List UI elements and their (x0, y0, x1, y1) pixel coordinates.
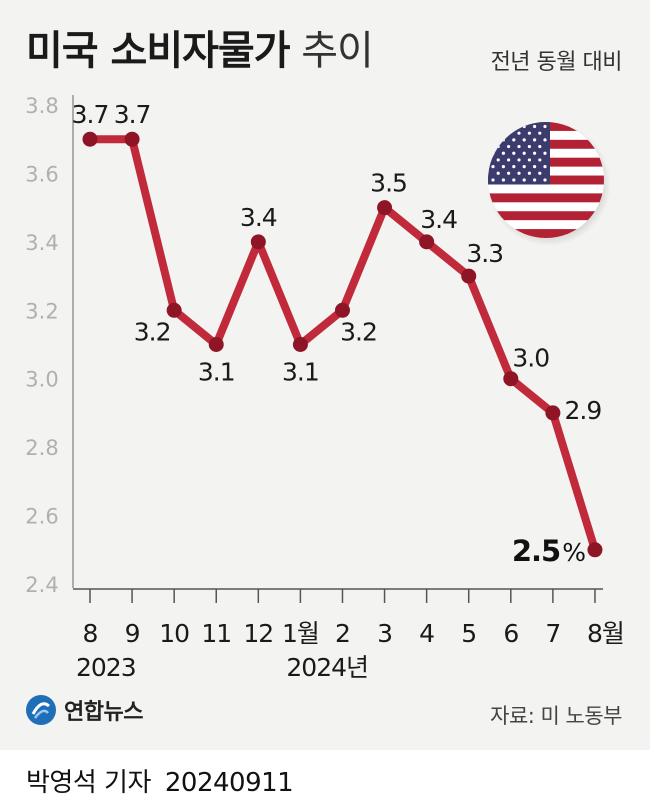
data-label: 3.7 (114, 100, 151, 129)
y-tick-label: 3.4 (25, 231, 58, 255)
data-point (419, 234, 435, 250)
yonhap-logo: 연합뉴스 (24, 693, 143, 727)
data-point (545, 405, 561, 421)
byline: 박영석 기자 20240911 (26, 762, 294, 799)
title-light: 추이 (301, 28, 374, 74)
infographic-card: 미국 소비자물가 추이 전년 동월 대비 3.8 3.6 3.4 3.2 3.0 2.8 2… (0, 0, 650, 750)
data-point (461, 268, 477, 284)
data-label: 3.2 (340, 317, 377, 346)
x-tick-label: 1월 (282, 619, 319, 648)
year-label: 2024년 (286, 653, 368, 682)
highlight-label: 2.5% (512, 534, 585, 568)
data-point (208, 337, 224, 352)
data-label: 3.1 (198, 358, 235, 387)
data-point (377, 200, 393, 216)
yonhap-logo-icon (26, 695, 56, 725)
publish-date: 20240911 (164, 768, 294, 798)
data-label: 3.3 (466, 239, 503, 268)
y-tick-label: 2.4 (25, 573, 58, 597)
year-label: 2023 (76, 653, 136, 682)
chart-title: 미국 소비자물가 추이 (26, 18, 374, 76)
y-tick-label: 3.0 (25, 368, 58, 392)
data-label: 3.2 (134, 317, 171, 346)
title-bold: 미국 소비자물가 (26, 28, 291, 74)
data-point (166, 302, 182, 318)
y-tick-label: 3.6 (25, 162, 58, 186)
x-tick-label: 10 (159, 619, 189, 648)
data-point (503, 371, 519, 387)
y-tick-label: 2.8 (25, 436, 58, 460)
x-tick-label: 6 (503, 619, 518, 648)
y-tick-label: 3.8 (25, 94, 58, 118)
x-tick-label: 8 (83, 619, 98, 648)
x-tick-label: 5 (461, 619, 476, 648)
x-tick-label: 12 (243, 619, 273, 648)
data-label: 3.7 (72, 100, 109, 129)
x-tick-label: 11 (201, 619, 231, 648)
logo-text: 연합뉴스 (64, 700, 143, 725)
y-tick-label: 3.2 (25, 299, 58, 323)
data-point (334, 302, 350, 318)
us-flag-icon (487, 122, 611, 246)
data-point (292, 337, 308, 352)
x-tick-label: 2 (335, 619, 350, 648)
data-point (587, 542, 603, 558)
chart-subtitle: 전년 동월 대비 (490, 50, 623, 75)
reporter-name: 박영석 기자 (26, 768, 151, 798)
x-tick-label: 8월 (587, 619, 624, 648)
x-tick-label: 3 (377, 619, 392, 648)
x-tick-label: 7 (545, 619, 560, 648)
data-label-group: 3.7 3.7 3.2 3.1 3.4 3.1 3.2 3.5 3.4 3.3 3.0 2.9 2.5% (72, 100, 603, 568)
x-tick-label: 4 (419, 619, 434, 648)
highlight-unit: % (562, 538, 585, 567)
data-label: 3.4 (240, 203, 277, 232)
data-point (82, 131, 98, 147)
source-note: 자료: 미 노동부 (490, 704, 622, 728)
x-axis: 8 9 10 11 12 1월 2 3 4 5 6 7 8월 2023 2024년 (73, 588, 625, 682)
y-axis: 3.8 3.6 3.4 3.2 3.0 2.8 2.6 2.4 (25, 94, 74, 597)
x-tick-label: 9 (125, 619, 140, 648)
line-chart: 3.8 3.6 3.4 3.2 3.0 2.8 2.6 2.4 8 9 10 11 12 1월 2 3 4 5 6… (25, 94, 625, 682)
data-label: 3.5 (370, 169, 407, 198)
data-label: 3.0 (512, 344, 549, 373)
data-point (250, 234, 266, 250)
data-label: 2.9 (564, 396, 601, 425)
data-point (124, 131, 140, 147)
highlight-value: 2.5 (512, 534, 560, 568)
data-label: 3.1 (282, 358, 319, 387)
y-tick-label: 2.6 (25, 505, 58, 529)
data-label: 3.4 (420, 205, 457, 234)
series-line-group (82, 131, 603, 558)
